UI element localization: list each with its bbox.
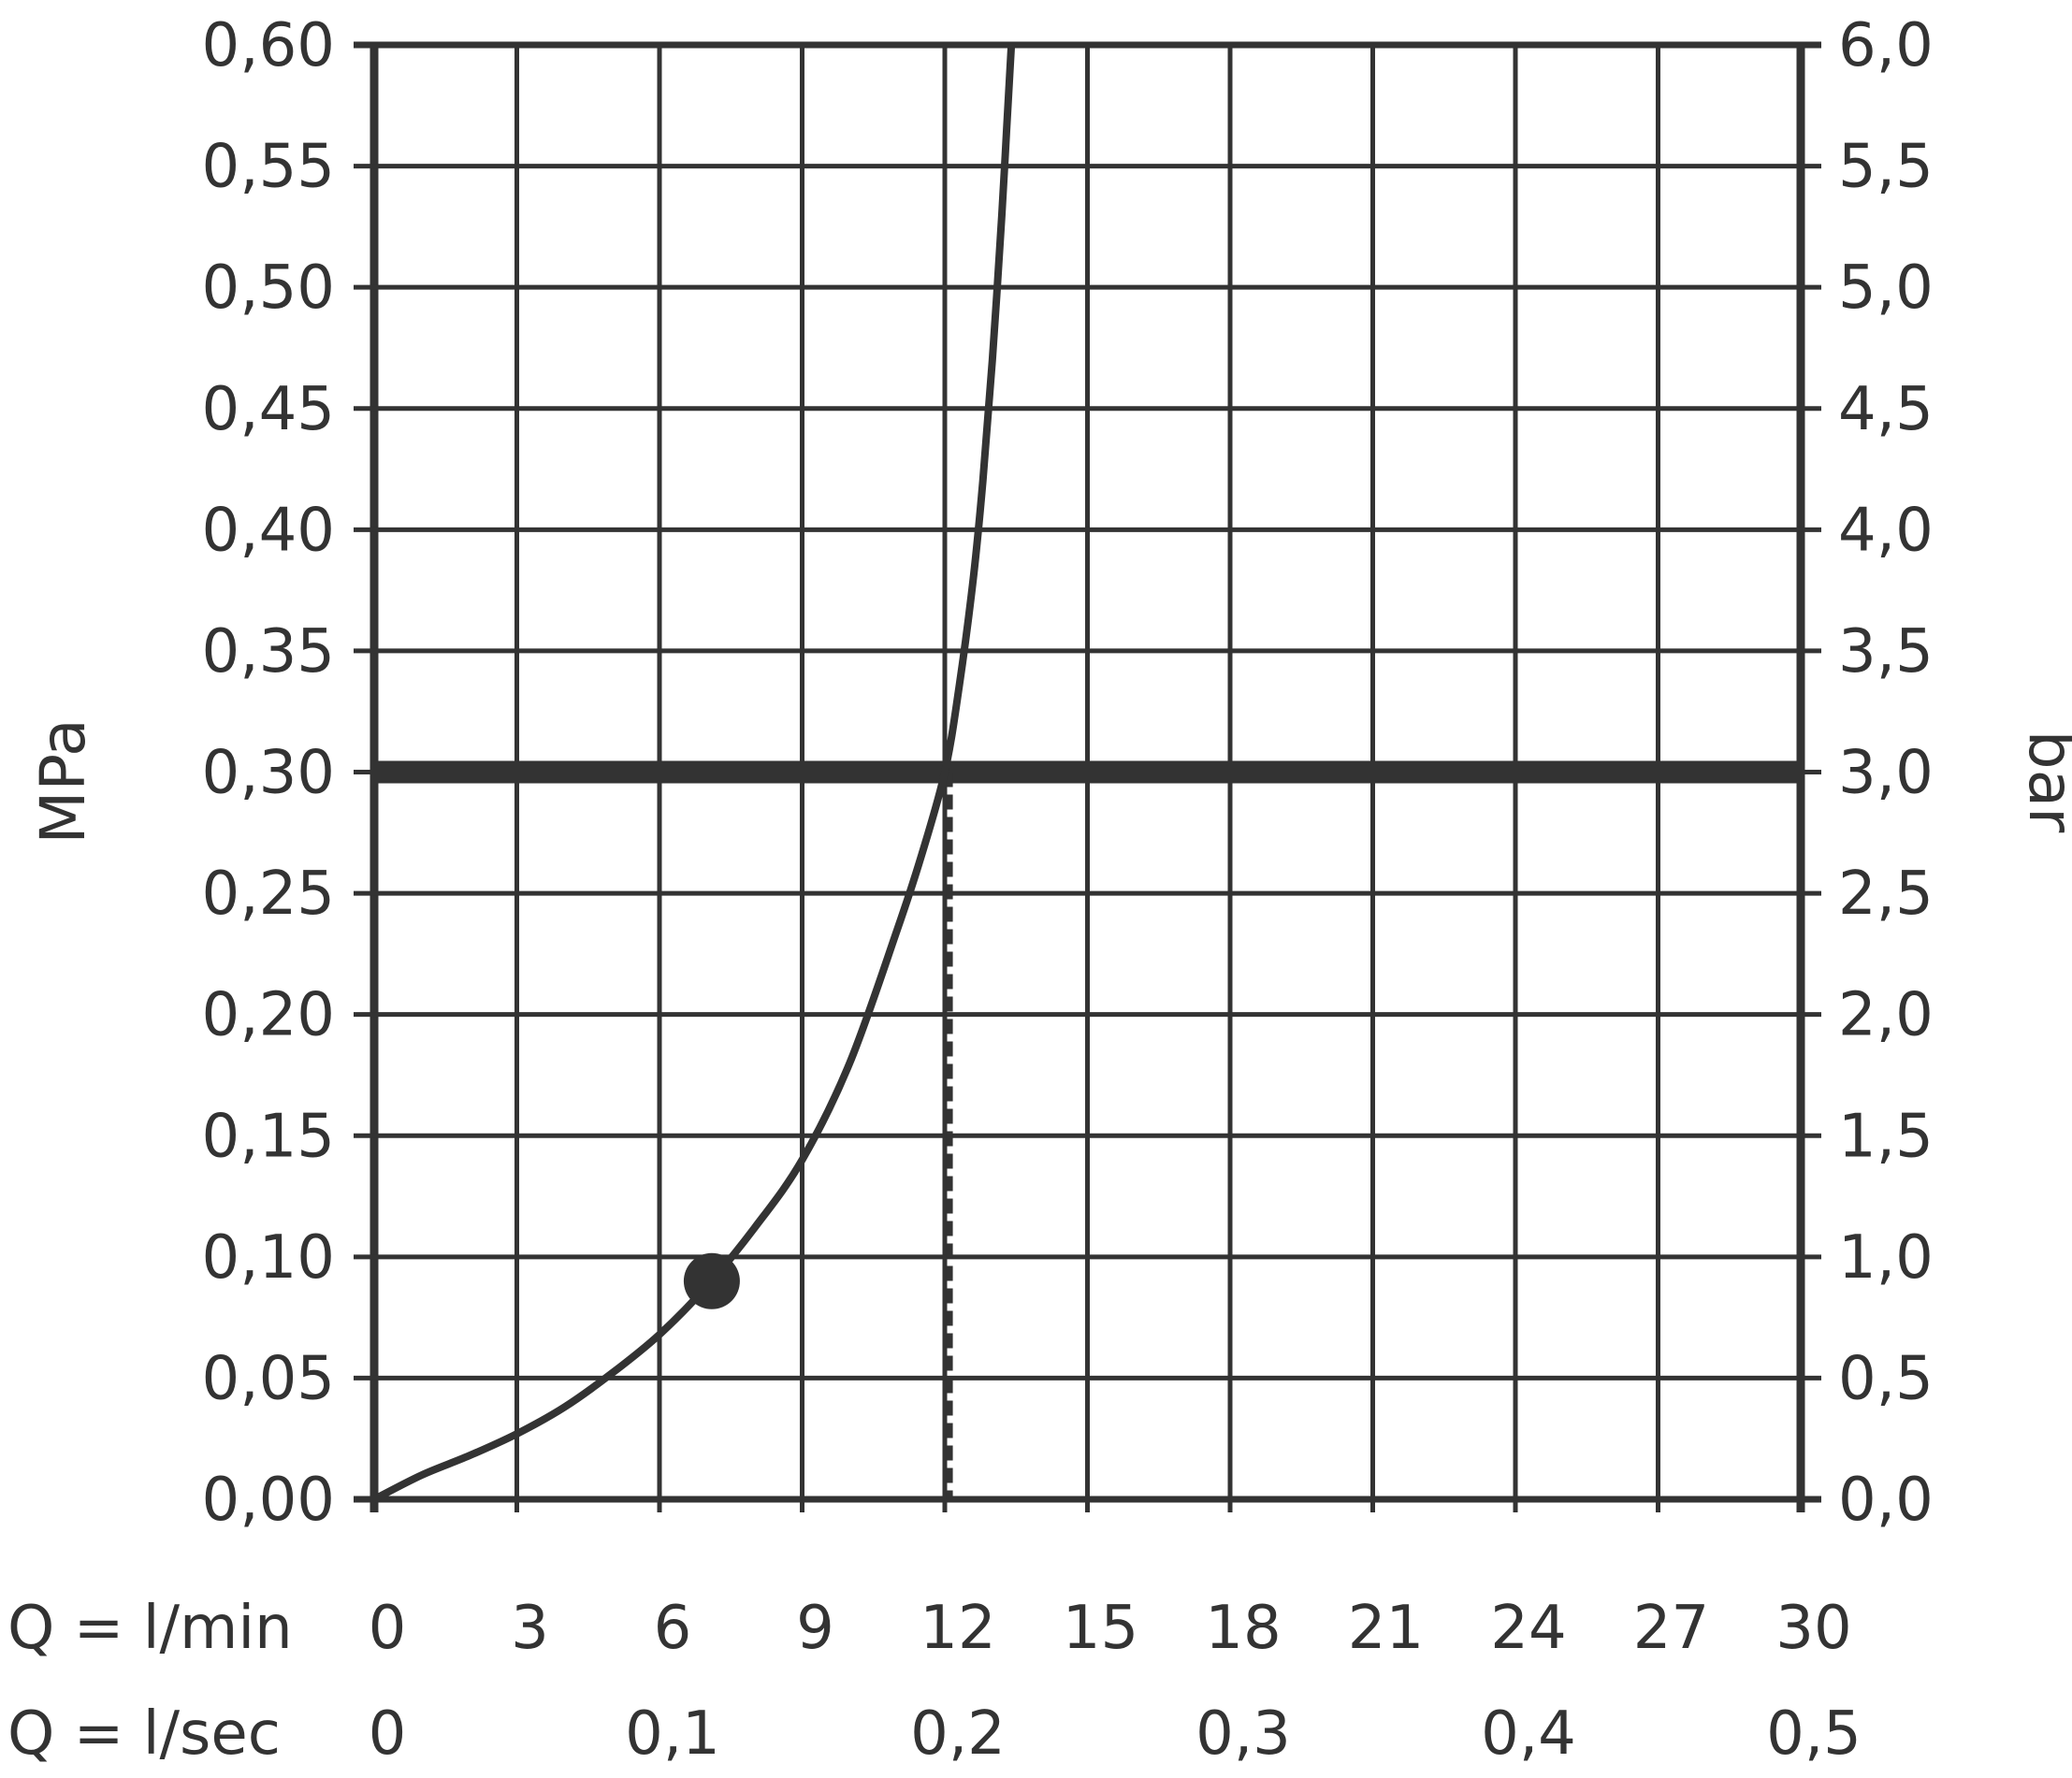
y-tick-label: 0,10 [202, 1223, 336, 1293]
y-tick-label: 0,35 [202, 617, 336, 687]
x-tick-label: 6 [654, 1594, 692, 1663]
x2-tick-label: 0,1 [625, 1699, 720, 1769]
x2-tick-label: 0 [369, 1699, 407, 1769]
y2-tick-label: 2,5 [1838, 860, 1934, 929]
y2-tick-label: 6,0 [1838, 11, 1934, 80]
x-tick-label: 27 [1633, 1594, 1709, 1663]
y-tick-label: 0,15 [202, 1102, 336, 1171]
x2-tick-label: 0,3 [1195, 1699, 1291, 1769]
y2-tick-label: 3,0 [1838, 739, 1934, 808]
x2-axis-row-label: Q = l/sec [7, 1699, 281, 1769]
x-tick-label: 3 [511, 1594, 549, 1663]
y-tick-label: 0,55 [202, 133, 336, 202]
y2-tick-label: 5,0 [1838, 253, 1934, 323]
y-tick-label: 0,40 [202, 496, 336, 565]
x2-tick-label: 0,5 [1766, 1699, 1862, 1769]
y2-tick-label: 0,5 [1838, 1344, 1934, 1413]
x-tick-label: 15 [1063, 1594, 1138, 1663]
y2-tick-label: 2,0 [1838, 981, 1934, 1050]
y-tick-label: 0,60 [202, 11, 336, 80]
y2-tick-label: 3,5 [1838, 617, 1934, 687]
y-tick-label: 0,45 [202, 375, 336, 444]
x2-tick-label: 0,2 [910, 1699, 1006, 1769]
highlight-point [683, 1252, 740, 1309]
y2-tick-label: 1,5 [1838, 1102, 1934, 1171]
y2-tick-label: 5,5 [1838, 133, 1934, 202]
x-tick-label: 12 [920, 1594, 995, 1663]
series-curve [372, 44, 1016, 1503]
x-tick-label: 21 [1348, 1594, 1424, 1663]
y-tick-label: 0,05 [202, 1344, 336, 1413]
y2-tick-label: 0,0 [1838, 1466, 1934, 1535]
y2-tick-label: 1,0 [1838, 1223, 1934, 1293]
y-tick-label: 0,00 [202, 1466, 336, 1535]
y-tick-label: 0,20 [202, 981, 336, 1050]
x-tick-label: 0 [369, 1594, 407, 1663]
y-tick-label: 0,30 [202, 739, 336, 808]
x-axis-row-label: Q = l/min [7, 1594, 293, 1663]
y-axis-label: MPa [27, 718, 99, 844]
y2-tick-label: 4,0 [1838, 496, 1934, 565]
y-tick-label: 0,25 [202, 860, 336, 929]
y2-tick-label: 4,5 [1838, 375, 1934, 444]
x-tick-label: 18 [1205, 1594, 1281, 1663]
x-tick-label: 9 [796, 1594, 834, 1663]
x-tick-label: 24 [1490, 1594, 1566, 1663]
y2-axis-label: bar [2015, 730, 2072, 833]
x2-tick-label: 0,4 [1481, 1699, 1576, 1769]
x-tick-label: 30 [1775, 1594, 1851, 1663]
y-tick-label: 0,50 [202, 253, 336, 323]
